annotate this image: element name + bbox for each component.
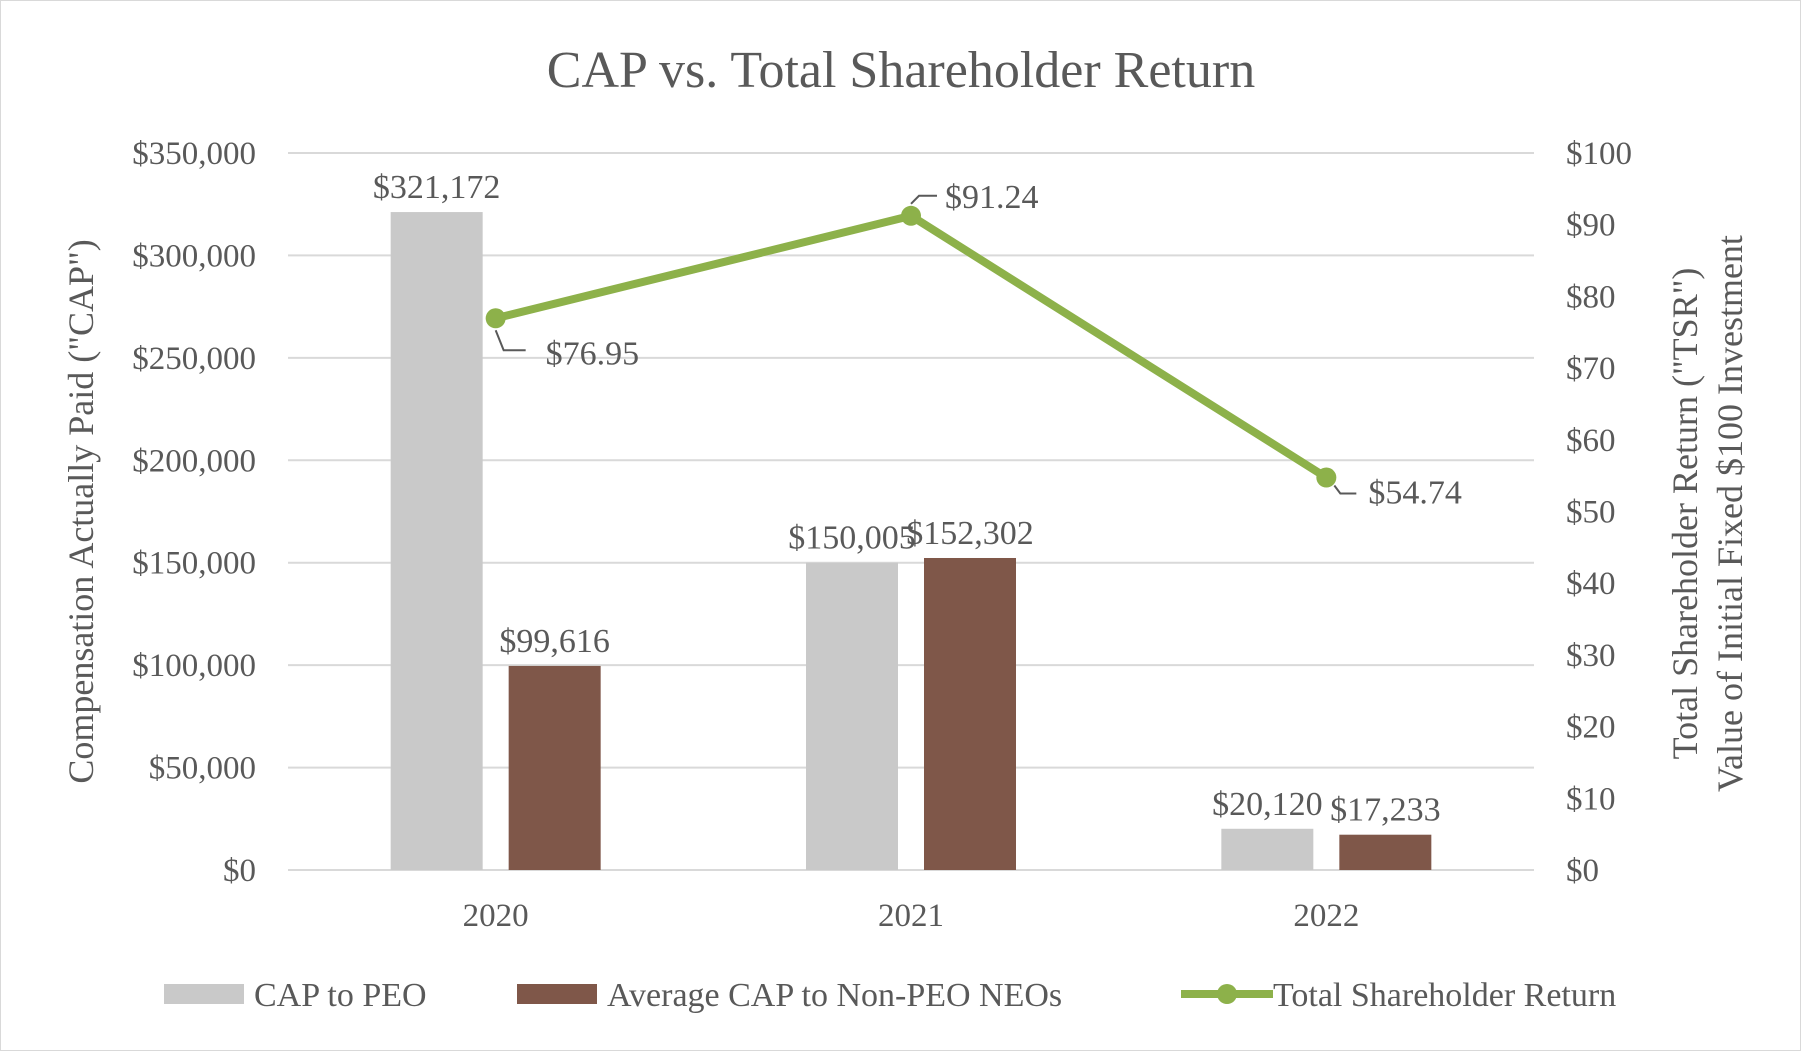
y-right-axis-title-line1: Total Shareholder Return ("TSR") bbox=[1665, 268, 1705, 760]
y-right-tick-label: $100 bbox=[1566, 136, 1632, 172]
cap-to-peo-bar bbox=[390, 212, 483, 870]
cap-to-peo-data-label: $20,120 bbox=[1212, 786, 1323, 823]
cap-to-peo-bar bbox=[806, 562, 898, 870]
y-right-tick-label: $90 bbox=[1566, 208, 1616, 244]
avg-cap-non-peo-bar bbox=[508, 665, 601, 870]
y-right-tick-label: $0 bbox=[1566, 853, 1599, 889]
tsr-point bbox=[901, 205, 921, 226]
y-right-tick-label: $40 bbox=[1566, 566, 1616, 602]
x-tick-label: 2022 bbox=[1293, 898, 1359, 934]
legend-cap-to-peo-swatch bbox=[164, 984, 244, 1004]
legend-avg-cap-non-peo-label: Average CAP to Non-PEO NEOs bbox=[607, 977, 1062, 1014]
y-right-tick-label: $20 bbox=[1566, 710, 1616, 746]
avg-cap-non-peo-bar bbox=[1339, 834, 1432, 870]
y-left-tick-label: $100,000 bbox=[132, 648, 256, 684]
avg-cap-non-peo-data-label: $152,302 bbox=[906, 515, 1034, 552]
y-left-tick-label: $50,000 bbox=[149, 751, 256, 787]
y-right-axis-title-line2: Value of Initial Fixed $100 Investment bbox=[1710, 235, 1750, 792]
tsr-leader-line bbox=[910, 194, 937, 205]
legend-cap-to-peo-label: CAP to PEO bbox=[254, 977, 427, 1014]
tsr-data-label: $54.74 bbox=[1368, 475, 1462, 512]
avg-cap-non-peo-data-label: $17,233 bbox=[1330, 792, 1441, 829]
legend-tsr-swatch-marker bbox=[1217, 984, 1237, 1004]
y-right-tick-label: $70 bbox=[1566, 351, 1616, 387]
y-left-axis-title: Compensation Actually Paid ("CAP") bbox=[61, 239, 101, 783]
cap-to-peo-data-label: $321,172 bbox=[373, 169, 501, 206]
y-right-tick-label: $10 bbox=[1566, 781, 1616, 817]
y-left-tick-label: $250,000 bbox=[132, 341, 256, 377]
y-right-tick-label: $60 bbox=[1566, 423, 1616, 459]
y-left-tick-label: $200,000 bbox=[132, 443, 256, 479]
x-tick-label: 2021 bbox=[878, 898, 944, 934]
chart-title: CAP vs. Total Shareholder Return bbox=[547, 42, 1255, 99]
legend-avg-cap-non-peo-swatch bbox=[517, 984, 597, 1004]
tsr-leader-line bbox=[494, 329, 526, 352]
avg-cap-non-peo-bar bbox=[924, 557, 1016, 870]
y-left-tick-label: $0 bbox=[223, 853, 256, 889]
tsr-point bbox=[485, 308, 506, 329]
tsr-leader-line bbox=[1333, 484, 1357, 495]
cap-to-peo-bar bbox=[1221, 828, 1314, 870]
tsr-point bbox=[1316, 467, 1337, 488]
y-left-tick-label: $150,000 bbox=[132, 546, 256, 582]
tsr-data-label: $91.24 bbox=[945, 179, 1039, 216]
y-right-tick-label: $30 bbox=[1566, 638, 1616, 674]
tsr-data-label: $76.95 bbox=[546, 335, 640, 372]
x-tick-label: 2020 bbox=[463, 898, 529, 934]
y-left-tick-label: $300,000 bbox=[132, 238, 256, 274]
legend-tsr-label: Total Shareholder Return bbox=[1273, 977, 1616, 1014]
cap-to-peo-data-label: $150,005 bbox=[788, 520, 916, 557]
y-right-tick-label: $80 bbox=[1566, 279, 1616, 315]
y-left-tick-label: $350,000 bbox=[132, 136, 256, 172]
y-right-tick-label: $50 bbox=[1566, 495, 1616, 531]
avg-cap-non-peo-data-label: $99,616 bbox=[499, 623, 610, 660]
